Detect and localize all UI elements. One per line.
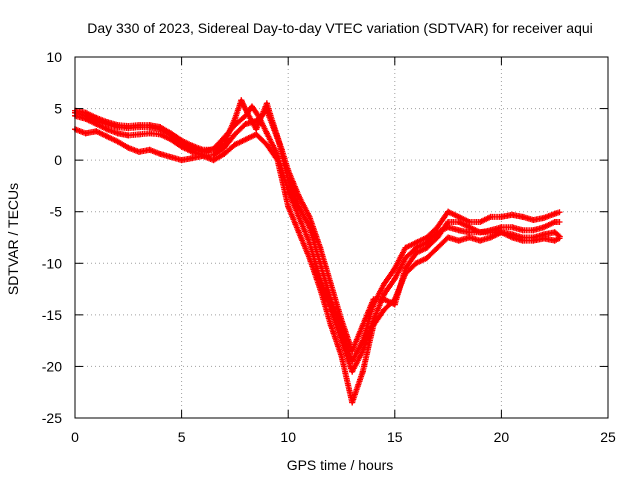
y-tick-label: -15	[42, 307, 62, 323]
x-tick-label: 15	[387, 429, 403, 445]
data-points	[72, 97, 563, 406]
y-tick-label: -20	[42, 358, 62, 374]
y-tick-label: 10	[46, 49, 62, 65]
y-tick-label: 0	[54, 152, 62, 168]
x-tick-label: 5	[178, 429, 186, 445]
y-tick-label: -25	[42, 410, 62, 426]
grid-lines	[75, 57, 608, 418]
y-axis-label: SDTVAR / TECUs	[5, 183, 21, 295]
x-axis-label: GPS time / hours	[287, 457, 394, 473]
chart-title: Day 330 of 2023, Sidereal Day-to-day VTE…	[87, 20, 593, 36]
plot-frame	[74, 56, 609, 419]
x-tick-label: 0	[71, 429, 79, 445]
axes: 0 5 10 15 20 25 -25 -20 -15 -10 -5 0 5 10	[42, 49, 616, 445]
y-tick-label: -5	[50, 204, 63, 220]
series-track-3	[72, 97, 563, 354]
x-tick-label: 25	[600, 429, 616, 445]
x-tick-label: 10	[280, 429, 296, 445]
y-tick-label: -10	[42, 255, 62, 271]
x-tick-label: 20	[494, 429, 510, 445]
y-tick-label: 5	[54, 101, 62, 117]
